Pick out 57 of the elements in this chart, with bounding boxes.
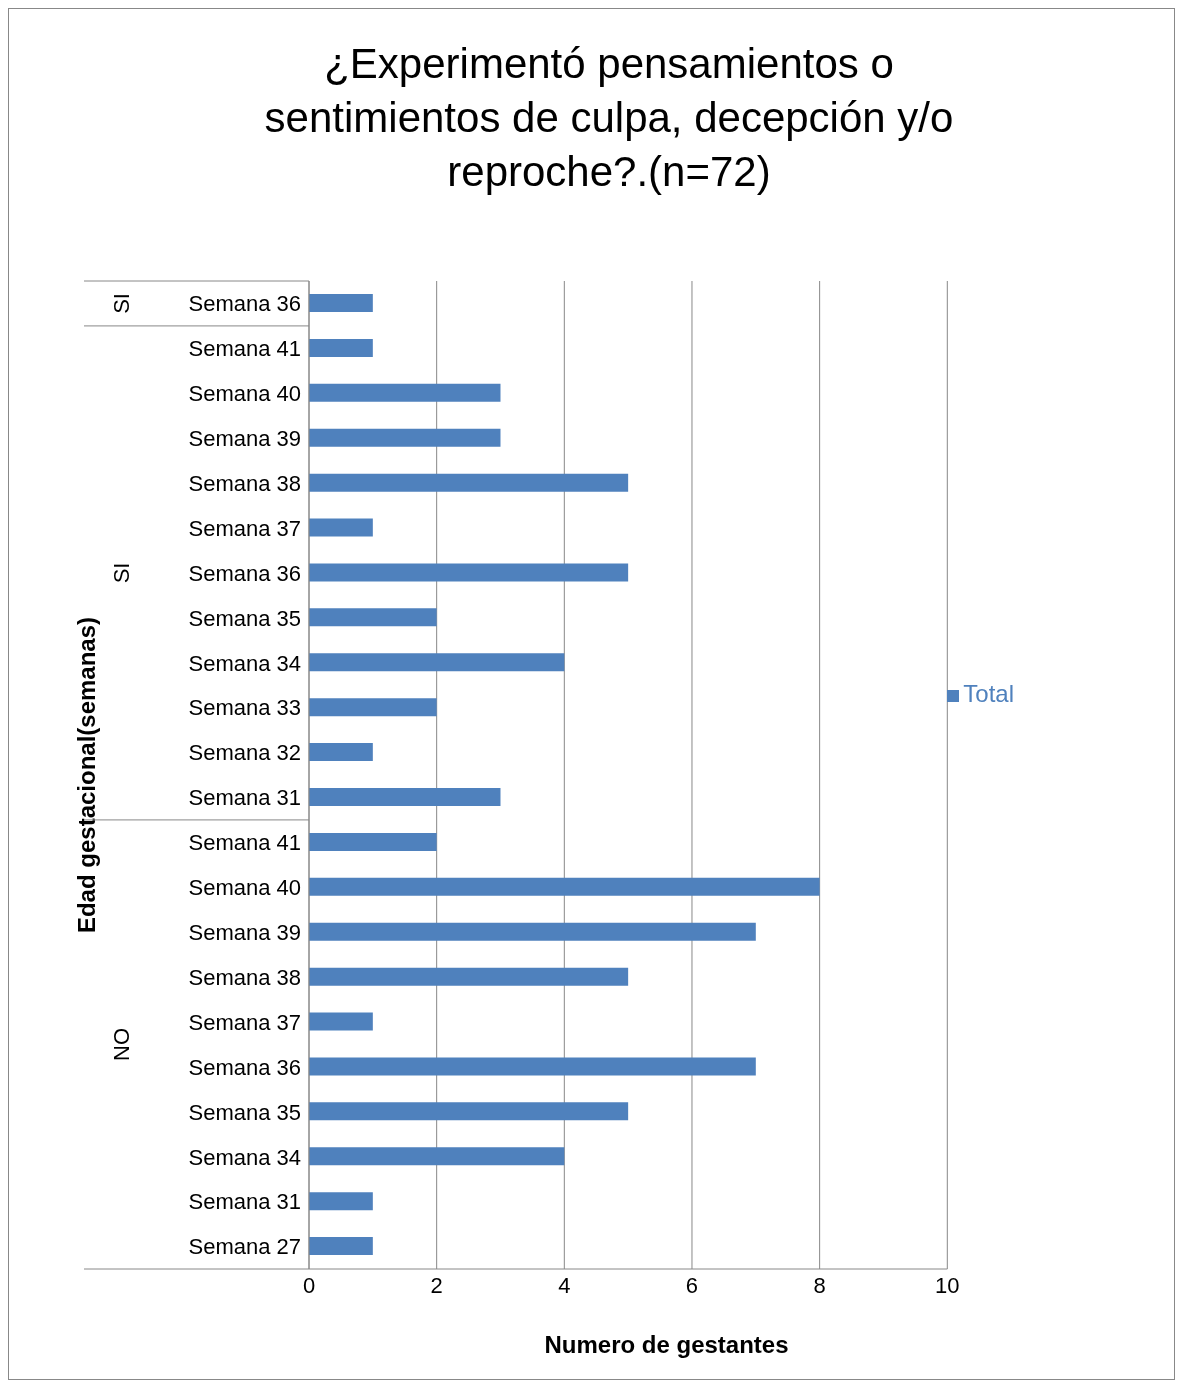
text: NO: [109, 1027, 134, 1061]
y-tick-label: Semana 36: [188, 560, 301, 586]
bar: [309, 832, 437, 851]
y-tick-label: Semana 38: [188, 470, 301, 496]
y-tick-label: Semana 27: [188, 1234, 301, 1260]
y-tick-label: Semana 39: [188, 919, 301, 945]
x-tick-label: 0: [302, 1272, 316, 1298]
bar: [309, 698, 437, 717]
bar: [309, 294, 373, 312]
bar: [309, 788, 501, 806]
y-tick-label: Semana 41: [188, 830, 301, 856]
chart-title: ¿Experimentó pensamientos o sentimientos de culpa, decepción y/o reproche?.(n=72): [263, 39, 955, 197]
x-tick-label: 8: [813, 1272, 826, 1298]
text: SI: [109, 562, 134, 584]
y-tick-label: Semana 34: [188, 650, 301, 676]
x-tick-label: 2: [430, 1272, 443, 1298]
bar: [309, 1012, 373, 1031]
y-tick-label: Semana 32: [188, 740, 301, 766]
x-tick-label: 4: [558, 1272, 571, 1298]
y-tick-label: Semana 40: [188, 381, 301, 407]
bar: [309, 338, 373, 357]
legend-label: Total: [963, 680, 1014, 707]
y-tick-label: Semana 40: [188, 875, 301, 901]
bar: [309, 1057, 756, 1076]
bar: [309, 473, 629, 492]
y-tick-label: Semana 39: [188, 425, 301, 451]
bar: [309, 1237, 373, 1256]
bar: [309, 877, 820, 896]
bar: [309, 922, 756, 941]
bar: [309, 1102, 629, 1121]
bar: [309, 1192, 373, 1211]
y-tick-label: Semana 35: [188, 1099, 301, 1125]
bar: [309, 1147, 565, 1166]
y-tick-label: Semana 31: [188, 1189, 301, 1215]
bar: [309, 967, 629, 986]
x-tick-label: 10: [935, 1272, 960, 1298]
bar: [309, 428, 501, 447]
bar: [309, 608, 437, 627]
bar: [309, 653, 565, 672]
bar: [309, 383, 501, 402]
text: SI: [109, 293, 134, 314]
bar: [309, 743, 373, 762]
y-tick-label: Semana 31: [188, 785, 301, 811]
x-axis-title: Numero de gestantes: [543, 1331, 790, 1359]
y-tick-label: Semana 35: [188, 605, 301, 631]
y-tick-label: Semana 37: [188, 1009, 301, 1035]
y-tick-label: Semana 41: [188, 336, 301, 362]
y-tick-label: Semana 36: [188, 1054, 301, 1080]
bar: [309, 563, 629, 582]
y-tick-label: Semana 36: [188, 291, 301, 317]
bar: [309, 518, 373, 537]
y-axis-title: Edad gestacional(semanas): [73, 616, 101, 934]
y-tick-label: Semana 34: [188, 1144, 301, 1170]
y-tick-label: Semana 33: [188, 695, 301, 721]
y-tick-label: Semana 38: [188, 964, 301, 990]
x-tick-label: 6: [685, 1272, 699, 1298]
y-tick-label: Semana 37: [188, 515, 301, 541]
